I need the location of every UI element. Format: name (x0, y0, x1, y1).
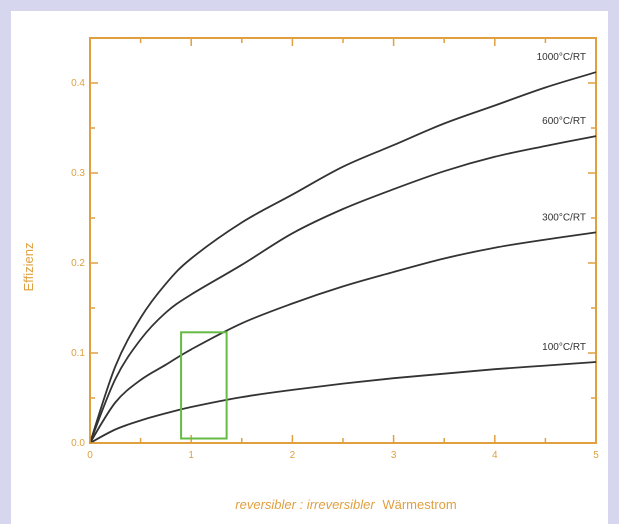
curve-label: 100°C/RT (542, 342, 586, 353)
y-tick-label: 0.1 (71, 348, 85, 359)
x-axis-label: reversibler : irreversibler Wärmestrom (235, 497, 456, 512)
x-tick-label: 5 (593, 450, 599, 461)
x-tick-label: 4 (492, 450, 498, 461)
curve-line (89, 361, 597, 444)
x-tick-label: 2 (290, 450, 296, 461)
curve-line (89, 135, 597, 444)
x-tick-label: 0 (87, 450, 93, 461)
curve-label: 300°C/RT (542, 212, 586, 223)
efficiency-chart: 1000°C/RT 600°C/RT 300°C/RT 100°C/RT 0 1 2 3 4 5… (21, 37, 599, 512)
y-tick-label: 0.3 (71, 168, 85, 179)
y-axis-label: Effizienz (21, 243, 36, 292)
tick-group: 0 1 2 3 4 5 0.0 0.1 0.2 0.3 0.4 (71, 37, 599, 461)
y-tick-label: 0.4 (71, 78, 85, 89)
curve-group: 1000°C/RT 600°C/RT 300°C/RT 100°C/RT (89, 52, 597, 444)
x-axis-label-italic: reversibler : irreversibler (235, 497, 375, 512)
highlight-box (180, 331, 228, 440)
x-tick-label: 3 (391, 450, 397, 461)
curve-line (89, 231, 597, 444)
x-tick-label: 1 (188, 450, 194, 461)
curve-label: 1000°C/RT (537, 52, 586, 63)
x-axis-label-normal: Wärmestrom (382, 497, 456, 512)
curve-label: 600°C/RT (542, 116, 586, 127)
curve-line (89, 71, 597, 444)
plot-frame (89, 37, 597, 444)
y-tick-label: 0.2 (71, 258, 85, 269)
chart-panel: 1000°C/RT 600°C/RT 300°C/RT 100°C/RT 0 1 2 3 4 5… (11, 11, 608, 524)
y-tick-label: 0.0 (71, 438, 85, 449)
